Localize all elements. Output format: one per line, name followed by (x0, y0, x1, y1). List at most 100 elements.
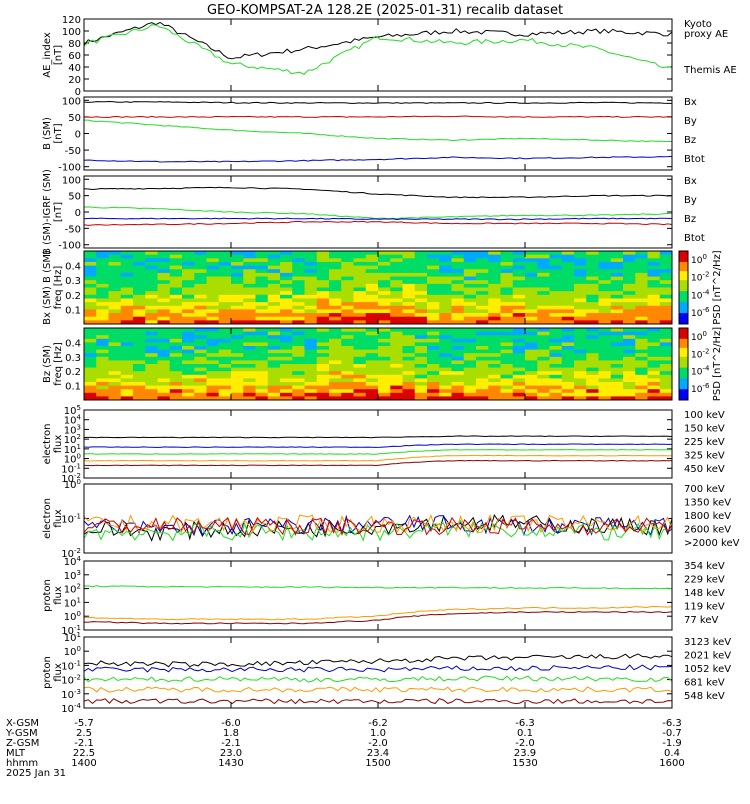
spectrogram-cell (635, 309, 648, 314)
spectrogram-cell (304, 287, 318, 292)
series-line-bx (83, 155, 673, 163)
spectrogram-cell (488, 346, 501, 351)
spectrogram-cell (451, 261, 465, 267)
spectrogram-cell (255, 367, 269, 372)
spectrogram-cell (427, 302, 440, 307)
colorbar-segment (679, 289, 688, 292)
spectrogram-cell (292, 360, 305, 365)
spectrogram-cell (598, 378, 612, 383)
spectrogram-cell (255, 316, 269, 321)
spectrogram-cell (586, 328, 599, 333)
spectrogram-cell (586, 385, 599, 390)
spectrogram-cell (182, 342, 195, 347)
spectrogram-cell (488, 276, 501, 281)
spectrogram-cell (659, 254, 673, 259)
spectrogram-cell (439, 328, 452, 333)
spectrogram-cell (647, 291, 661, 296)
spectrogram-cell (525, 346, 538, 351)
y-tick-label: 100 (64, 478, 81, 491)
y-tick-label: 103 (64, 423, 81, 436)
series-line-btot (83, 100, 672, 104)
y-tick-label: 10-1 (61, 659, 81, 672)
spectrogram-cell (451, 269, 465, 274)
series-line-1800-kev (83, 519, 673, 542)
spectrogram-cell (427, 313, 440, 318)
spectrogram-cell (610, 309, 624, 314)
spectrogram-cell (414, 371, 428, 376)
spectrogram-cell (561, 313, 575, 318)
spectrogram-cell (390, 353, 403, 358)
spectrogram-cell (133, 392, 146, 397)
spectrogram-cell (439, 254, 452, 259)
series-line-2600-kev (83, 513, 673, 534)
spectrogram-cell (525, 280, 538, 285)
legend-entry: Btot (684, 233, 705, 244)
spectrogram-cell (243, 346, 256, 351)
spectrogram-cell (537, 298, 550, 303)
spectrogram-cell (549, 316, 563, 321)
spectrogram-cell (463, 265, 477, 270)
spectrogram-cell (280, 385, 293, 390)
x-column-value: -5.7 (74, 718, 94, 729)
spectrogram-cell (390, 338, 403, 343)
spectrogram-cell (427, 367, 440, 372)
spectrogram-cell (169, 298, 183, 303)
spectrogram-cell (157, 353, 171, 358)
spectrogram-cell (561, 302, 575, 307)
spectrogram-cell (574, 346, 587, 351)
spectrogram-cell (329, 349, 342, 354)
spectrogram-cell (427, 371, 440, 376)
spectrogram-cell (329, 254, 342, 259)
spectrogram-cell (488, 280, 501, 285)
spectrogram-cell (525, 385, 538, 390)
spectrogram-cell (255, 258, 269, 263)
spectrogram-cell (561, 309, 575, 314)
spectrogram-cell (500, 287, 514, 292)
spectrogram-cell (451, 328, 465, 333)
spectrogram-cell (194, 367, 207, 372)
spectrogram-cell (647, 389, 661, 394)
spectrogram-cell (512, 291, 526, 296)
spectrogram-cell (537, 276, 550, 281)
x-column-value: 1500 (365, 758, 390, 769)
spectrogram-cell (635, 302, 648, 307)
spectrogram-cell (316, 309, 330, 314)
spectrogram-cell (635, 258, 648, 263)
spectrogram-cell (316, 280, 330, 285)
spectrogram-cell (598, 291, 612, 296)
spectrogram-cell (341, 335, 354, 340)
spectrogram-cell (133, 298, 146, 303)
spectrogram-cell (267, 346, 281, 351)
spectrogram-cell (623, 251, 636, 256)
spectrogram-cell (574, 280, 587, 285)
spectrogram-cell (255, 287, 269, 292)
spectrogram-cell (402, 364, 416, 369)
spectrogram-cell (610, 283, 624, 288)
spectrogram-cell (267, 378, 281, 383)
spectrogram-cell (329, 309, 342, 314)
spectrogram-cell (659, 374, 673, 379)
spectrogram-cell (316, 276, 330, 281)
spectrogram-cell (561, 353, 575, 358)
spectrogram-cell (133, 291, 146, 296)
spectrogram-cell (316, 258, 330, 263)
spectrogram-cell (120, 396, 134, 401)
spectrogram-cell (329, 338, 342, 343)
spectrogram-cell (659, 356, 673, 361)
spectrogram-cell (623, 283, 636, 288)
spectrogram-cell (378, 382, 391, 387)
spectrogram-cell (145, 349, 158, 354)
spectrogram-cell (267, 331, 281, 336)
spectrogram-cell (353, 291, 367, 296)
spectrogram-cell (255, 328, 269, 333)
spectrogram-cell (267, 291, 281, 296)
spectrogram-cell (280, 349, 293, 354)
spectrogram-cell (206, 251, 220, 256)
spectrogram-cell (120, 342, 134, 347)
spectrogram-cell (267, 269, 281, 274)
spectrogram-cell (182, 331, 195, 336)
spectrogram-cell (316, 338, 330, 343)
spectrogram-cell (561, 364, 575, 369)
colorbar-tick-label: 10-2 (691, 271, 709, 284)
spectrogram-cell (120, 269, 134, 274)
